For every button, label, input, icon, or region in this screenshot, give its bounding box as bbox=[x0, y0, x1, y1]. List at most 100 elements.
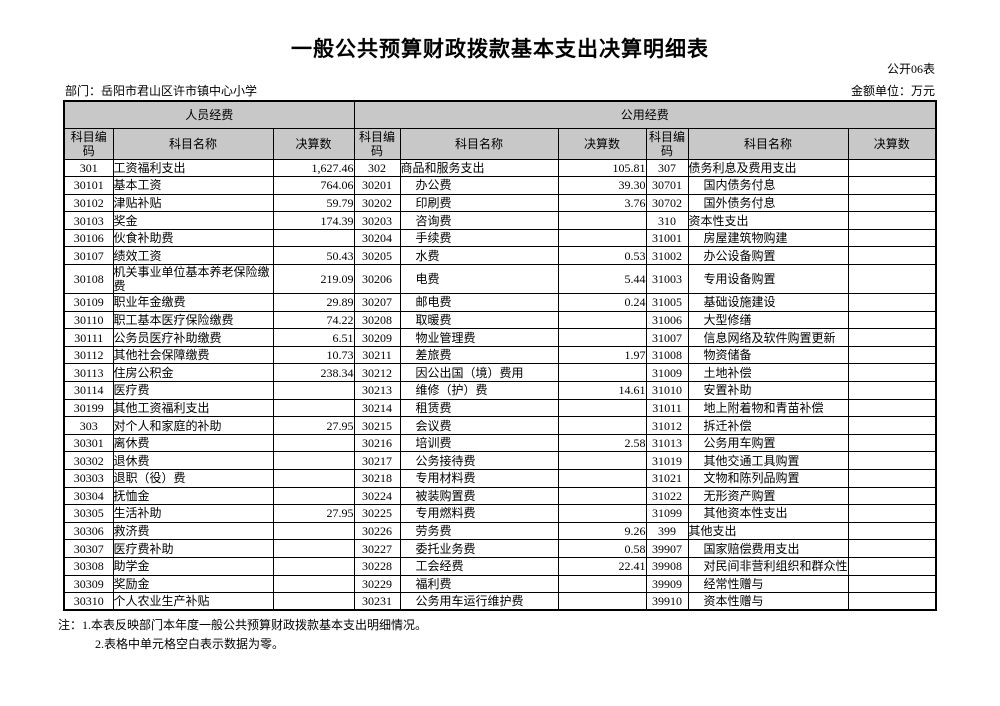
subject-code-cell: 39908 bbox=[645, 556, 689, 576]
subject-name-cell: 国外债务付息 bbox=[687, 193, 849, 213]
subject-name-cell: 公务用车购置 bbox=[687, 433, 849, 453]
amount-cell bbox=[557, 451, 647, 470]
subject-name-cell: 基础设施建设 bbox=[687, 293, 849, 312]
subject-name-cell: 工会经费 bbox=[399, 556, 559, 576]
amount-cell bbox=[847, 363, 937, 383]
subject-code-cell: 30209 bbox=[353, 328, 401, 347]
amount-cell bbox=[272, 539, 355, 558]
amount-cell bbox=[272, 228, 355, 248]
amount-cell: 764.06 bbox=[272, 176, 355, 195]
subject-code-cell: 30304 bbox=[63, 486, 114, 506]
subject-name-cell: 水费 bbox=[399, 246, 559, 266]
amount-cell bbox=[847, 310, 937, 330]
subject-code-cell: 30303 bbox=[63, 469, 114, 488]
subject-code-cell: 30225 bbox=[353, 504, 401, 523]
subject-code-cell: 30203 bbox=[353, 211, 401, 230]
table-row: 30103 奖金 174.39 30203 咨询费 310 资本性支出 bbox=[63, 211, 937, 230]
subject-code-cell: 31099 bbox=[645, 504, 689, 523]
amount-cell bbox=[557, 416, 647, 435]
subject-code-cell: 30106 bbox=[63, 228, 114, 248]
subject-name-cell: 奖金 bbox=[112, 211, 274, 230]
subject-code-cell: 31002 bbox=[645, 246, 689, 266]
subject-code-cell: 39909 bbox=[645, 574, 689, 594]
subject-code-cell: 31011 bbox=[645, 398, 689, 418]
subject-name-cell: 物资储备 bbox=[687, 345, 849, 365]
amount-cell: 74.22 bbox=[272, 310, 355, 330]
table-row: 30307 医疗费补助 30227 委托业务费 0.58 39907 国家赔偿费用支出 bbox=[63, 539, 937, 558]
subject-code-cell: 303 bbox=[63, 416, 114, 435]
note-line: 注：1.本表反映部门本年度一般公共预算财政拨款基本支出明细情况。 bbox=[58, 618, 428, 632]
subject-name-cell: 个人农业生产补贴 bbox=[112, 592, 274, 611]
subject-name-cell: 伙食补助费 bbox=[112, 228, 274, 248]
amount-cell bbox=[847, 451, 937, 470]
amount-cell bbox=[847, 469, 937, 488]
subject-code-cell: 30218 bbox=[353, 469, 401, 488]
amount-cell: 39.30 bbox=[557, 176, 647, 195]
col-header-subject-name: 科目名称 bbox=[687, 127, 849, 160]
subject-code-cell: 30111 bbox=[63, 328, 114, 347]
subject-name-cell: 会议费 bbox=[399, 416, 559, 435]
subject-name-cell: 印刷费 bbox=[399, 193, 559, 213]
subject-code-cell: 30102 bbox=[63, 193, 114, 213]
amount-cell: 1,627.46 bbox=[272, 158, 355, 178]
amount-cell bbox=[847, 345, 937, 365]
department-label: 部门：岳阳市君山区许市镇中心小学 bbox=[65, 84, 258, 98]
col-header-amount: 决算数 bbox=[847, 127, 937, 160]
subject-code-cell: 30202 bbox=[353, 193, 401, 213]
amount-cell bbox=[847, 211, 937, 230]
amount-cell: 3.76 bbox=[557, 193, 647, 213]
col-header-amount: 决算数 bbox=[272, 127, 355, 160]
subject-code-cell: 39910 bbox=[645, 592, 689, 611]
subject-code-cell: 30114 bbox=[63, 381, 114, 400]
table-row: 30101 基本工资 764.06 30201 办公费 39.30 30701 国内债务付息 bbox=[63, 176, 937, 195]
subject-code-cell: 30211 bbox=[353, 345, 401, 365]
subject-code-cell: 30199 bbox=[63, 398, 114, 418]
subject-code-cell: 30702 bbox=[645, 193, 689, 213]
subject-code-cell: 31013 bbox=[645, 433, 689, 453]
table-row: 30199 其他工资福利支出 30214 租赁费 31011 地上附着物和青苗补偿 bbox=[63, 398, 937, 418]
subject-code-cell: 310 bbox=[645, 211, 689, 230]
subject-name-cell: 绩效工资 bbox=[112, 246, 274, 266]
table-row: 30303 退职（役）费 30218 专用材料费 31021 文物和陈列品购置 bbox=[63, 469, 937, 488]
amount-cell bbox=[847, 574, 937, 594]
subject-name-cell: 退休费 bbox=[112, 451, 274, 470]
subject-name-cell: 邮电费 bbox=[399, 293, 559, 312]
amount-cell bbox=[272, 398, 355, 418]
table-row: 30306 救济费 30226 劳务费 9.26 399 其他支出 bbox=[63, 521, 937, 541]
amount-cell bbox=[847, 592, 937, 611]
subject-code-cell: 399 bbox=[645, 521, 689, 541]
amount-cell: 14.61 bbox=[557, 381, 647, 400]
table-row: 30111 公务员医疗补助缴费 6.51 30209 物业管理费 31007 信息网络及软件… bbox=[63, 328, 937, 347]
group-header-personnel: 人员经费 bbox=[63, 100, 355, 129]
subject-code-cell: 31008 bbox=[645, 345, 689, 365]
subject-code-cell: 30205 bbox=[353, 246, 401, 266]
amount-cell bbox=[847, 504, 937, 523]
subject-code-cell: 30110 bbox=[63, 310, 114, 330]
amount-cell: 27.95 bbox=[272, 504, 355, 523]
amount-cell: 105.81 bbox=[557, 158, 647, 178]
table-row: 301 工资福利支出 1,627.46 302 商品和服务支出 105.81 307 债务利息… bbox=[63, 158, 937, 178]
table-row: 30112 其他社会保障缴费 10.73 30211 差旅费 1.97 31008 物资储备 bbox=[63, 345, 937, 365]
subject-code-cell: 31007 bbox=[645, 328, 689, 347]
subject-code-cell: 301 bbox=[63, 158, 114, 178]
amount-cell: 6.51 bbox=[272, 328, 355, 347]
subject-name-cell: 被装购置费 bbox=[399, 486, 559, 506]
subject-name-cell: 地上附着物和青苗补偿 bbox=[687, 398, 849, 418]
group-header-row: 人员经费 公用经费 bbox=[63, 100, 937, 129]
subject-name-cell: 办公费 bbox=[399, 176, 559, 195]
subject-name-cell: 信息网络及软件购置更新 bbox=[687, 328, 849, 347]
amount-cell: 22.41 bbox=[557, 556, 647, 576]
subject-name-cell: 福利费 bbox=[399, 574, 559, 594]
subject-name-cell: 维修（护）费 bbox=[399, 381, 559, 400]
subject-name-cell: 公务员医疗补助缴费 bbox=[112, 328, 274, 347]
subject-name-cell: 无形资产购置 bbox=[687, 486, 849, 506]
subject-name-cell: 医疗费 bbox=[112, 381, 274, 400]
amount-cell bbox=[557, 211, 647, 230]
amount-cell bbox=[847, 381, 937, 400]
subject-name-cell: 公务接待费 bbox=[399, 451, 559, 470]
amount-cell: 27.95 bbox=[272, 416, 355, 435]
subject-code-cell: 30231 bbox=[353, 592, 401, 611]
amount-cell bbox=[847, 193, 937, 213]
subject-code-cell: 30306 bbox=[63, 521, 114, 541]
subject-name-cell: 专用设备购置 bbox=[687, 264, 849, 295]
